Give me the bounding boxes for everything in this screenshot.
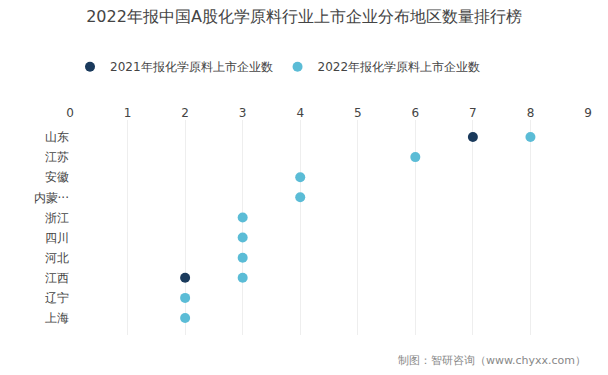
- svg-text:3: 3: [239, 106, 247, 120]
- svg-text:安徽: 安徽: [45, 170, 69, 184]
- svg-text:4: 4: [296, 106, 304, 120]
- svg-text:6: 6: [412, 106, 420, 120]
- svg-text:内蒙···: 内蒙···: [34, 191, 69, 205]
- svg-text:8: 8: [527, 106, 535, 120]
- svg-text:1: 1: [124, 106, 132, 120]
- svg-text:2022年报化学原料上市企业数: 2022年报化学原料上市企业数: [318, 60, 481, 74]
- svg-text:四川: 四川: [45, 231, 69, 245]
- svg-text:2: 2: [181, 106, 189, 120]
- svg-text:2022年报中国A股化学原料行业上市企业分布地区数量排行榜: 2022年报中国A股化学原料行业上市企业分布地区数量排行榜: [86, 7, 522, 26]
- svg-text:制图：智研咨询（www.chyxx.com）: 制图：智研咨询（www.chyxx.com）: [398, 354, 586, 367]
- svg-text:山东: 山东: [45, 130, 69, 144]
- svg-text:江西: 江西: [45, 271, 69, 285]
- svg-text:上海: 上海: [45, 311, 69, 325]
- svg-text:2021年报化学原料上市企业数: 2021年报化学原料上市企业数: [110, 60, 273, 74]
- svg-text:9: 9: [584, 106, 592, 120]
- svg-text:辽宁: 辽宁: [45, 291, 69, 305]
- svg-text:河北: 河北: [45, 251, 69, 265]
- svg-text:江苏: 江苏: [45, 150, 69, 164]
- svg-text:5: 5: [354, 106, 362, 120]
- svg-text:浙江: 浙江: [45, 211, 69, 225]
- svg-text:7: 7: [469, 106, 477, 120]
- svg-text:0: 0: [66, 106, 74, 120]
